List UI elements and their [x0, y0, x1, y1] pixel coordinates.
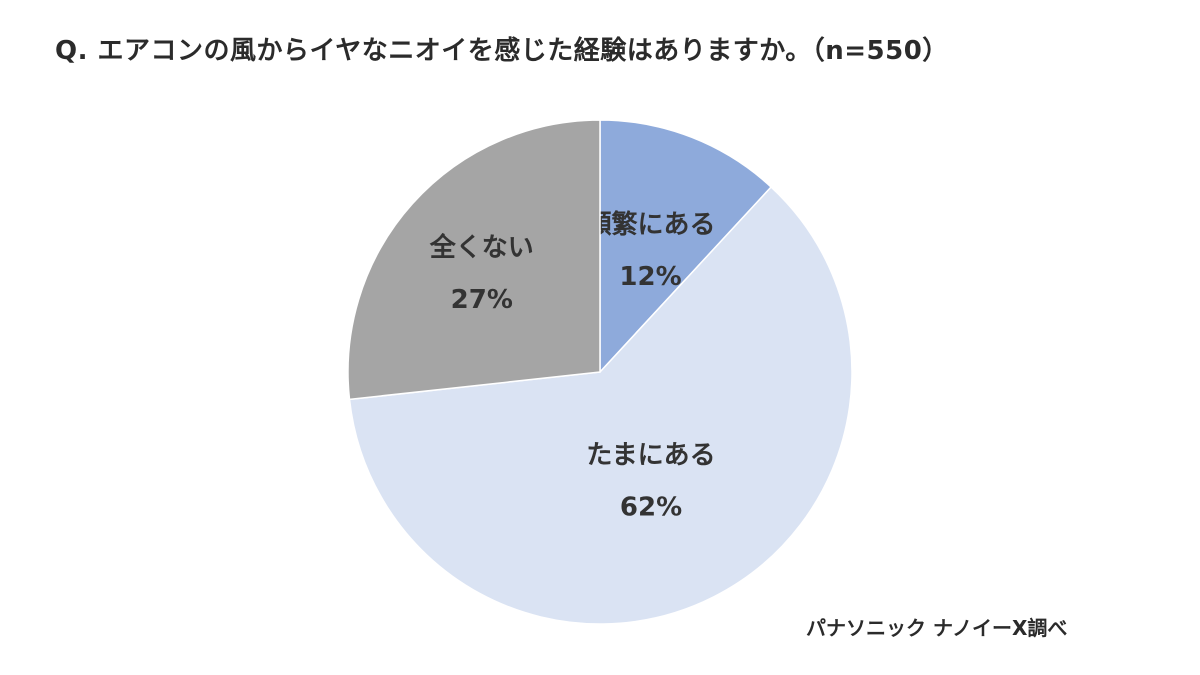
- slice-value-1: 62%: [620, 492, 682, 522]
- slice-value-0: 12%: [619, 262, 681, 292]
- pie-slice-0: [599, 119, 773, 374]
- slice-label-1: たまにある: [586, 440, 715, 470]
- pie-slice-1: [348, 185, 853, 625]
- slice-label-0: 頻繁にある: [586, 209, 716, 240]
- slice-value-2: 27%: [451, 285, 513, 315]
- chart-title: Q. エアコンの風からイヤなニオイを感じた経験はありますか。（n=550）: [55, 36, 949, 66]
- slice-label-2: 全くない: [429, 232, 534, 263]
- source-note: パナソニック ナノイーX調べ: [806, 616, 1068, 640]
- pie-slice-2: [347, 119, 601, 401]
